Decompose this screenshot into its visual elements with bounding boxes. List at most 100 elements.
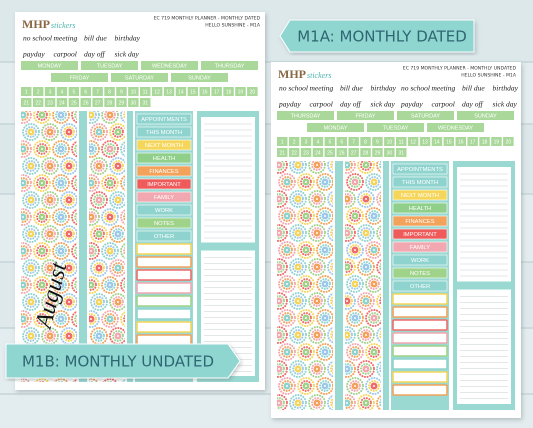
dot-ring: [95, 332, 103, 340]
dot-ring: [44, 160, 56, 172]
date-number: 23: [303, 150, 309, 156]
dot-ring: [362, 399, 370, 407]
dot-ring: [289, 161, 307, 174]
dot-ring: [101, 242, 119, 260]
weekday-sticker: [307, 123, 364, 132]
dot-ring: [101, 276, 119, 294]
date-number: 15: [190, 89, 196, 95]
dot-ring: [22, 123, 40, 141]
dot-ring: [27, 264, 35, 272]
date-number: 18: [482, 139, 488, 145]
date-sticker: [32, 87, 44, 96]
date-sticker: [288, 137, 300, 146]
dot-ring: [101, 174, 119, 192]
dot-ring: [376, 292, 381, 310]
dot-ring: [123, 178, 125, 188]
dot-ring: [376, 258, 381, 276]
dot-ring: [36, 279, 48, 291]
dot-ring: [25, 262, 37, 274]
label-text: THIS MONTH: [402, 180, 438, 186]
dot-ring: [283, 178, 291, 186]
dot-ring: [345, 161, 353, 171]
dot-ring: [346, 377, 364, 395]
dot-ring: [71, 111, 77, 124]
word-sticker: day off: [340, 100, 362, 109]
date-sticker: [128, 87, 139, 96]
dot-ring: [63, 160, 75, 172]
date-sticker: [175, 87, 187, 96]
dot-ring: [300, 278, 312, 290]
dot-ring: [319, 210, 331, 222]
dot-ring: [316, 275, 333, 293]
dot-ring: [360, 397, 372, 409]
dot-ring: [112, 160, 124, 172]
logo: MHP: [22, 17, 50, 31]
dot-ring: [114, 264, 122, 272]
blank-sticker: [392, 319, 448, 331]
dot-ring: [316, 377, 333, 395]
word-sticker: carpool: [54, 50, 77, 59]
dot-ring: [46, 196, 54, 204]
label-text: FAMILY: [154, 195, 174, 201]
date-sticker: [235, 87, 246, 96]
date-number: 3: [305, 139, 308, 145]
dot-ring: [357, 258, 375, 276]
dot-ring: [278, 309, 296, 327]
date-sticker: [68, 98, 80, 107]
dot-ring: [289, 224, 307, 242]
dot-ring: [297, 343, 315, 361]
dot-ring: [330, 295, 333, 307]
weekday-sticker: [51, 73, 108, 82]
date-number: 22: [35, 100, 41, 106]
label-sticker: [136, 152, 192, 164]
word-sticker: meeting: [54, 34, 78, 43]
dot-ring: [44, 194, 56, 206]
dot-ring: [74, 143, 77, 155]
date-number: 6: [340, 139, 343, 145]
label-text: APPOINTMENTS: [141, 117, 187, 123]
dot-ring: [292, 161, 304, 171]
label-text: APPOINTMENTS: [397, 167, 443, 173]
date-sticker: [336, 148, 347, 157]
dot-ring: [379, 228, 381, 238]
date-sticker: [163, 87, 175, 96]
dot-ring: [283, 246, 291, 254]
dot-ring: [21, 313, 29, 325]
dot-ring: [277, 394, 288, 410]
dot-ring: [65, 230, 73, 238]
dot-ring: [109, 225, 125, 243]
blank-sticker: [136, 269, 192, 281]
word-sticker: carpool: [432, 100, 455, 109]
dot-ring: [63, 228, 75, 240]
dot-ring: [65, 332, 73, 340]
dot-ring: [368, 312, 380, 324]
date-number: 4: [317, 139, 320, 145]
dot-ring: [330, 161, 333, 171]
dot-ring: [349, 346, 361, 358]
label-sticker: [136, 178, 192, 190]
dot-ring: [294, 229, 302, 237]
dot-ring: [297, 207, 315, 225]
dot-ring: [36, 211, 48, 223]
dot-ring: [89, 378, 99, 382]
dot-ring: [22, 259, 40, 277]
teal-strip: [127, 111, 133, 382]
blank-sticker: [392, 384, 448, 396]
label-text: IMPORTANT: [147, 182, 181, 188]
dot-ring: [311, 193, 323, 205]
dot-ring: [44, 296, 56, 308]
dot-ring: [302, 246, 310, 254]
date-number: 20: [250, 89, 256, 95]
dot-ring: [41, 123, 59, 141]
dot-ring: [277, 292, 288, 310]
dot-ring: [379, 398, 381, 408]
dot-ring: [278, 241, 296, 259]
dot-ring: [308, 190, 326, 208]
dot-ring: [313, 297, 321, 305]
dot-ring: [89, 179, 95, 187]
dot-ring: [74, 177, 77, 189]
dot-ring: [362, 331, 370, 339]
dot-ring: [345, 193, 353, 205]
dot-ring: [25, 228, 37, 240]
